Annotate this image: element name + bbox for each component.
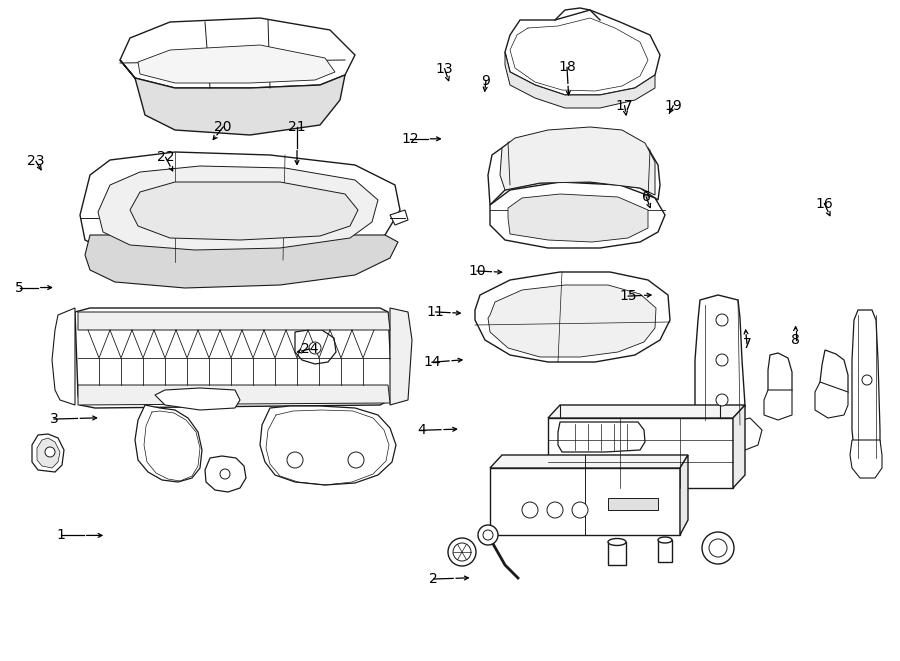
Polygon shape (516, 458, 554, 492)
Polygon shape (75, 308, 392, 408)
Polygon shape (850, 440, 882, 478)
Ellipse shape (608, 539, 626, 545)
Text: 16: 16 (815, 196, 833, 211)
Polygon shape (508, 194, 648, 242)
Text: 8: 8 (791, 333, 800, 348)
Text: 6: 6 (642, 190, 651, 204)
Polygon shape (815, 382, 848, 418)
Text: 2: 2 (429, 572, 438, 586)
Polygon shape (390, 308, 412, 405)
Polygon shape (608, 542, 626, 565)
Text: 15: 15 (619, 289, 637, 303)
Circle shape (220, 469, 230, 479)
Text: 24: 24 (301, 342, 319, 356)
Text: 4: 4 (417, 423, 426, 438)
Circle shape (716, 394, 728, 406)
Polygon shape (680, 455, 688, 535)
Polygon shape (475, 272, 670, 362)
Polygon shape (120, 18, 355, 88)
Polygon shape (488, 132, 660, 205)
Text: 23: 23 (27, 154, 45, 169)
Polygon shape (260, 406, 396, 485)
Text: 21: 21 (288, 120, 306, 134)
Circle shape (572, 502, 588, 518)
Circle shape (45, 447, 55, 457)
Circle shape (309, 342, 321, 354)
Circle shape (522, 502, 538, 518)
Circle shape (478, 525, 498, 545)
Polygon shape (155, 388, 240, 410)
Text: 19: 19 (664, 98, 682, 113)
Polygon shape (695, 295, 745, 430)
Text: 20: 20 (214, 120, 232, 134)
Polygon shape (138, 45, 335, 83)
Text: 12: 12 (401, 132, 419, 146)
Polygon shape (820, 350, 848, 405)
Text: 18: 18 (558, 60, 576, 75)
Polygon shape (52, 308, 75, 405)
Polygon shape (490, 455, 688, 468)
Polygon shape (733, 405, 745, 488)
Circle shape (287, 452, 303, 468)
Polygon shape (500, 127, 655, 195)
Ellipse shape (658, 537, 672, 543)
Polygon shape (505, 10, 660, 95)
Polygon shape (558, 422, 645, 452)
Polygon shape (695, 410, 762, 452)
Polygon shape (85, 235, 398, 288)
Circle shape (547, 502, 563, 518)
Polygon shape (490, 182, 665, 248)
Circle shape (348, 452, 364, 468)
Polygon shape (852, 310, 880, 465)
Polygon shape (490, 468, 680, 535)
Text: 13: 13 (436, 61, 454, 76)
Polygon shape (505, 52, 655, 108)
Circle shape (709, 539, 727, 557)
Text: 17: 17 (616, 98, 634, 113)
Polygon shape (390, 210, 408, 225)
Polygon shape (205, 456, 246, 492)
Polygon shape (488, 285, 656, 357)
Circle shape (702, 532, 734, 564)
Polygon shape (548, 418, 733, 488)
Text: 10: 10 (468, 264, 486, 278)
Circle shape (448, 538, 476, 566)
Polygon shape (130, 182, 358, 240)
Polygon shape (135, 405, 202, 482)
Polygon shape (295, 330, 336, 364)
Polygon shape (768, 353, 792, 402)
Text: 7: 7 (742, 336, 752, 351)
Polygon shape (98, 166, 378, 250)
Bar (608, 498, 658, 510)
Polygon shape (80, 152, 400, 262)
Text: 1: 1 (57, 528, 66, 543)
Polygon shape (764, 390, 792, 420)
Polygon shape (78, 312, 390, 330)
Text: 9: 9 (482, 73, 490, 88)
Text: 5: 5 (15, 280, 24, 295)
Text: 11: 11 (427, 305, 445, 319)
Circle shape (716, 314, 728, 326)
Text: 22: 22 (157, 150, 175, 165)
Polygon shape (37, 438, 60, 468)
Text: 3: 3 (50, 412, 58, 426)
Polygon shape (32, 434, 64, 472)
Polygon shape (78, 385, 390, 405)
Polygon shape (120, 60, 345, 135)
Text: 14: 14 (423, 355, 441, 369)
Circle shape (453, 543, 471, 561)
Polygon shape (548, 405, 745, 418)
Polygon shape (658, 540, 672, 562)
Circle shape (483, 530, 493, 540)
Circle shape (716, 354, 728, 366)
Circle shape (862, 375, 872, 385)
